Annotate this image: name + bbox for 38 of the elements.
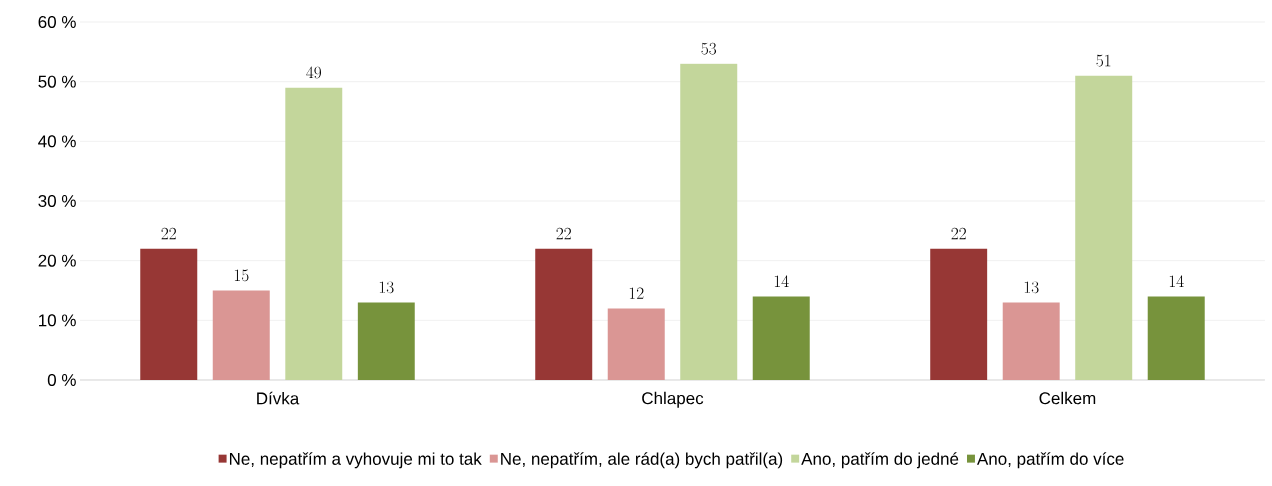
data-label: 22	[951, 227, 966, 240]
bar	[930, 248, 988, 380]
legend-label: Ne, nepatřím, ale rád(a) bych patřil(a)	[501, 452, 783, 469]
bar	[212, 290, 270, 380]
bar	[285, 87, 343, 380]
legend-label: Ano, patřím do více	[976, 452, 1124, 469]
data-label: 13	[1024, 281, 1039, 294]
bar	[752, 296, 810, 380]
x-tick-label: Dívka	[257, 391, 300, 405]
legend-label: Ne, nepatřím a vyhovuje mi to tak	[229, 452, 482, 469]
y-tick-label: 60 %	[38, 15, 76, 29]
bar	[1002, 302, 1060, 380]
bar	[357, 302, 415, 380]
data-label: 53	[701, 42, 717, 55]
data-label: 51	[1096, 54, 1111, 67]
data-label: 22	[556, 227, 571, 240]
y-tick-label: 40 %	[38, 135, 76, 148]
data-label: 49	[306, 66, 322, 79]
data-label: 14	[774, 275, 789, 287]
y-tick-label: 50 %	[38, 75, 76, 88]
data-label: 14	[1169, 275, 1184, 287]
bar	[1147, 296, 1205, 380]
data-label: 15	[234, 269, 249, 282]
data-label: 13	[379, 281, 394, 294]
y-tick-label: 0 %	[47, 373, 76, 387]
y-tick-label: 20 %	[38, 254, 76, 267]
y-tick-label: 30 %	[38, 194, 76, 208]
legend-label: Ano, patřím do jedné	[801, 452, 959, 469]
bar	[607, 308, 665, 380]
data-label: 22	[161, 227, 176, 240]
x-tick-label: Celkem	[1039, 391, 1096, 405]
bar	[535, 248, 593, 380]
x-tick-label: Chlapec	[642, 391, 704, 408]
data-label: 12	[629, 287, 644, 299]
y-tick-label: 10 %	[39, 314, 76, 327]
bar	[140, 248, 198, 380]
bar	[1075, 75, 1133, 380]
bar	[680, 63, 738, 380]
